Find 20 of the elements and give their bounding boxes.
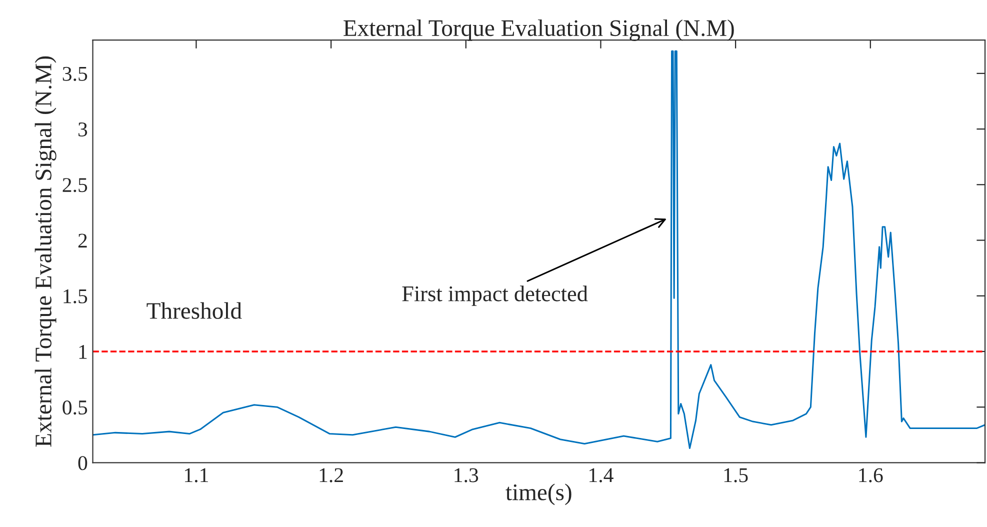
y-tick-label: 0 — [78, 456, 88, 470]
ref-line-label: Threshold — [146, 302, 242, 319]
x-tick-label: 1.5 — [724, 468, 748, 482]
chart-title: External Torque Evaluation Signal (N.M) — [344, 20, 734, 41]
y-tick-label: 1.5 — [64, 289, 88, 304]
y-axis-title: External Torque Evaluation Signal (N.M) — [34, 56, 56, 447]
y-tick-label: 0.5 — [62, 400, 88, 415]
x-tick-label: 1.4 — [590, 468, 614, 482]
y-tick-label: 3 — [78, 122, 88, 136]
x-tick-label: 1.2 — [320, 468, 343, 482]
line-series — [92, 50, 986, 450]
x-tick-label: 1.6 — [859, 468, 883, 482]
y-tick-label: 2 — [78, 234, 87, 248]
y-tick-label: 3.5 — [62, 66, 88, 81]
x-axis-title: time(s) — [506, 484, 572, 506]
y-tick-label: 2.5 — [62, 178, 88, 192]
x-tick-label: 1.3 — [454, 468, 478, 482]
annotation: First impact detected — [402, 286, 588, 306]
x-tick-label: 1.1 — [185, 468, 208, 482]
y-tick-label: 1 — [79, 344, 87, 359]
